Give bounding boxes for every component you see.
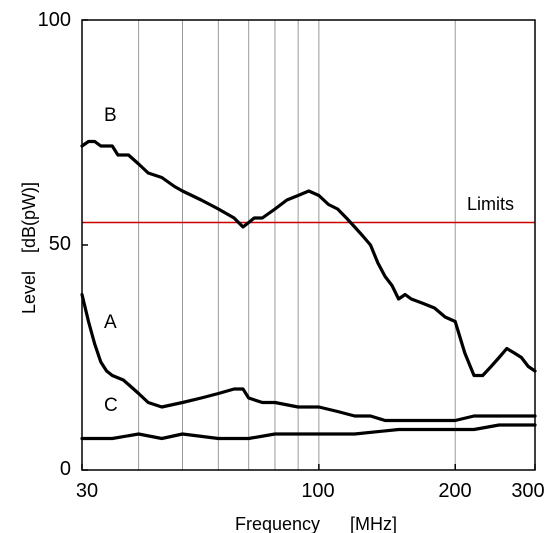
x-axis-unit: [MHz] bbox=[350, 514, 397, 533]
x-tick-label-100: 100 bbox=[301, 480, 334, 502]
x-tick-label-200: 200 bbox=[438, 480, 471, 502]
curve-label-a: A bbox=[104, 312, 117, 333]
x-axis-name: Frequency bbox=[235, 514, 320, 533]
curve-label-b: B bbox=[104, 105, 117, 126]
y-axis-ticks bbox=[82, 19, 88, 471]
y-axis-title: Level [dB(pW)] bbox=[19, 182, 39, 314]
series-line-c bbox=[80, 423, 537, 441]
curve-label-c: C bbox=[104, 395, 118, 416]
vertical-gridlines bbox=[138, 20, 456, 470]
x-tick-label-300: 300 bbox=[511, 480, 544, 502]
series-line-b bbox=[80, 139, 537, 378]
y-axis-unit: [dB(pW)] bbox=[19, 182, 39, 253]
y-tick-label-100: 100 bbox=[38, 9, 71, 31]
y-tick-label-0: 0 bbox=[60, 458, 71, 480]
y-tick-label-50: 50 bbox=[49, 233, 71, 255]
series-line-a bbox=[80, 292, 537, 423]
x-axis-title: Frequency [MHz] bbox=[235, 514, 397, 533]
y-axis-name: Level bbox=[19, 271, 39, 314]
x-tick-label-30: 30 bbox=[76, 480, 98, 502]
x-axis-ticks bbox=[81, 464, 536, 470]
limit-label: Limits bbox=[467, 194, 514, 214]
data-series bbox=[80, 139, 537, 441]
